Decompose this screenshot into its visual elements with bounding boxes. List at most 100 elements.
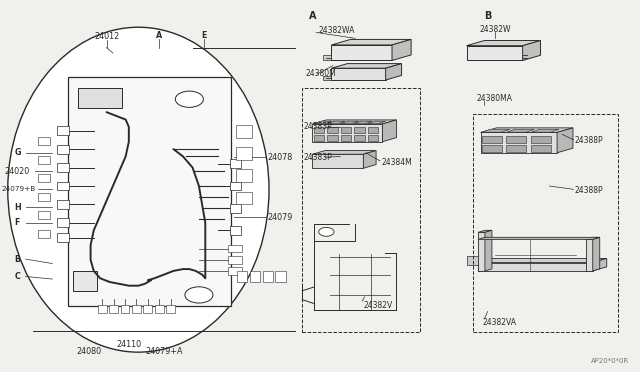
Polygon shape (467, 41, 540, 46)
Bar (58, 163, 69, 172)
Text: 24380MA: 24380MA (476, 94, 512, 103)
Text: 24388P: 24388P (575, 186, 604, 195)
Polygon shape (314, 121, 332, 124)
Bar (38, 193, 50, 201)
Bar (230, 226, 241, 235)
Bar (58, 200, 69, 209)
Polygon shape (312, 124, 383, 142)
FancyBboxPatch shape (68, 77, 231, 306)
Bar (38, 156, 50, 164)
Polygon shape (312, 120, 396, 124)
Bar (38, 137, 50, 145)
Bar (78, 88, 122, 109)
Text: A: A (308, 11, 316, 21)
Bar (132, 305, 141, 313)
Bar (323, 76, 332, 80)
Bar (323, 55, 332, 60)
Polygon shape (478, 230, 492, 232)
Bar (38, 174, 50, 182)
Bar (531, 136, 551, 142)
Polygon shape (332, 39, 411, 45)
Text: H: H (14, 202, 21, 212)
Polygon shape (481, 128, 573, 132)
Bar (237, 271, 247, 282)
Polygon shape (341, 121, 358, 124)
Polygon shape (328, 121, 345, 124)
Text: 24382WA: 24382WA (319, 26, 355, 35)
Text: 24078: 24078 (268, 153, 293, 162)
Polygon shape (532, 129, 559, 132)
Bar (38, 211, 50, 219)
Text: A: A (156, 31, 163, 40)
Polygon shape (483, 129, 509, 132)
Bar (354, 127, 365, 133)
Polygon shape (328, 121, 345, 124)
Bar (109, 305, 118, 313)
Bar (236, 169, 252, 182)
Polygon shape (341, 121, 358, 124)
Bar (230, 204, 241, 212)
Polygon shape (368, 121, 385, 124)
Text: 24079+A: 24079+A (145, 347, 182, 356)
Bar (506, 145, 526, 152)
Polygon shape (481, 132, 557, 153)
Bar (166, 305, 175, 313)
Bar (58, 233, 69, 242)
Polygon shape (386, 64, 401, 80)
Ellipse shape (8, 27, 269, 352)
Bar (143, 305, 152, 313)
Polygon shape (392, 39, 411, 61)
Text: 24384M: 24384M (381, 157, 412, 167)
Polygon shape (478, 232, 485, 271)
Bar (236, 125, 252, 138)
Polygon shape (332, 64, 401, 68)
Bar (228, 256, 242, 263)
Polygon shape (523, 41, 540, 61)
Text: C: C (14, 272, 20, 281)
Bar (467, 256, 478, 265)
Bar (58, 145, 69, 154)
Polygon shape (312, 154, 364, 168)
Text: 24079+B: 24079+B (1, 186, 36, 192)
Text: G: G (14, 148, 20, 157)
Text: 24020: 24020 (4, 167, 30, 176)
Polygon shape (312, 151, 376, 154)
Polygon shape (314, 121, 332, 124)
Text: B: B (484, 11, 492, 21)
Bar (327, 127, 338, 133)
Bar (302, 88, 420, 332)
Bar (275, 271, 285, 282)
Polygon shape (593, 237, 600, 271)
Bar (120, 305, 129, 313)
Bar (73, 271, 97, 291)
Polygon shape (586, 239, 593, 271)
Polygon shape (383, 120, 396, 142)
Text: AP20*0*0R: AP20*0*0R (591, 358, 629, 364)
Polygon shape (557, 128, 573, 153)
Bar (314, 127, 324, 133)
Bar (367, 135, 378, 141)
Polygon shape (507, 129, 534, 132)
Text: 24382V: 24382V (364, 301, 392, 311)
Polygon shape (478, 237, 600, 239)
Text: 24079: 24079 (268, 213, 293, 222)
Text: F: F (14, 218, 19, 227)
Bar (58, 218, 69, 227)
Bar (367, 127, 378, 133)
Bar (228, 245, 242, 253)
Bar (482, 136, 502, 142)
Text: 24110: 24110 (116, 340, 141, 349)
Polygon shape (483, 129, 509, 132)
Polygon shape (532, 129, 559, 132)
Polygon shape (485, 230, 492, 271)
Text: B: B (14, 254, 20, 264)
Bar (340, 127, 351, 133)
Text: 24080: 24080 (77, 347, 102, 356)
Bar (98, 305, 106, 313)
Polygon shape (355, 121, 372, 124)
Bar (58, 182, 69, 190)
Bar (473, 114, 618, 332)
Bar (340, 135, 351, 141)
Circle shape (185, 287, 213, 303)
Bar (228, 267, 242, 275)
